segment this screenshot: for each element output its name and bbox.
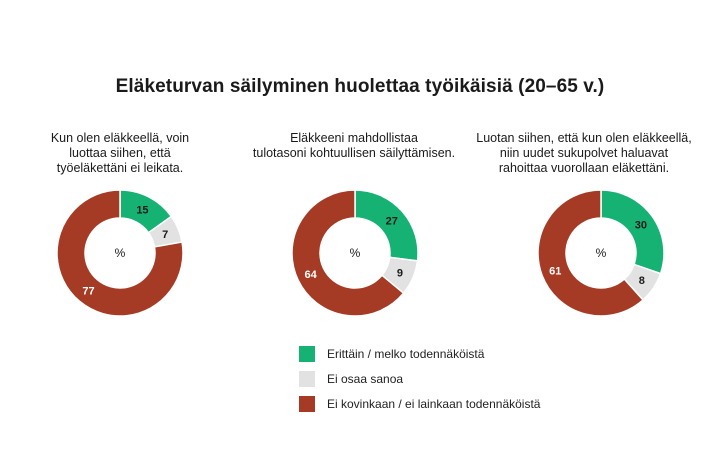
donut-value-label: 27 [386,216,398,228]
donut-center-label: % [596,246,607,260]
caption-line: niin uudet sukupolvet haluavat [499,146,669,160]
donut-value-label: 8 [639,275,645,287]
caption-chart-1: Kun olen eläkkeellä, voin luottaa siihen… [10,131,230,176]
donut-value-label: 61 [549,265,561,277]
donut-value-label: 7 [162,229,168,241]
caption-line: Kun olen eläkkeellä, voin [50,131,190,145]
legend-label: Ei kovinkaan / ei lainkaan todennäköistä [327,397,541,411]
legend-label: Ei osaa sanoa [327,372,404,386]
legend-swatch [299,346,315,362]
legend-swatch [299,396,315,412]
caption-line: Luotan siihen, että kun olen eläkkeellä, [476,131,692,145]
legend-label: Erittäin / melko todennäköistä [327,347,485,361]
legend: Erittäin / melko todennäköistä Ei osaa s… [299,346,540,421]
legend-item-likely: Erittäin / melko todennäköistä [299,346,540,362]
donut-slice [291,189,405,317]
caption-line: Eläkkeeni mahdollistaa [290,131,418,145]
donut-center-label: % [350,246,361,260]
legend-item-unlikely: Ei kovinkaan / ei lainkaan todennäköistä [299,396,540,412]
donut-chart-3: 30 8 61% [537,189,665,317]
donut-value-label: 64 [305,269,318,281]
legend-item-dont-know: Ei osaa sanoa [299,371,540,387]
donut-value-label: 30 [635,220,647,232]
donut-value-label: 9 [397,267,403,279]
chart-title: Eläketurvan säilyminen huolettaa työikäi… [115,76,605,97]
donut-value-label: 15 [136,204,148,216]
legend-swatch [299,371,315,387]
caption-chart-3: Luotan siihen, että kun olen eläkkeellä,… [474,131,694,176]
donut-chart-2: 27 9 64% [291,189,419,317]
donut-center-label: % [115,246,126,260]
caption-line: tulotasoni kohtuullisen säilyttämisen. [252,146,456,160]
caption-line: työeläkettäni ei leikata. [56,161,184,175]
caption-chart-2: Eläkkeeni mahdollistaa tulotasoni kohtuu… [244,131,464,161]
caption-line: rahoittaa vuorollaan eläkettäni. [498,161,670,175]
donut-slice [537,189,645,317]
donut-value-label: 77 [82,286,94,298]
caption-line: luottaa siihen, että [69,146,171,160]
donut-slice [600,189,665,275]
donut-slice [56,189,184,317]
